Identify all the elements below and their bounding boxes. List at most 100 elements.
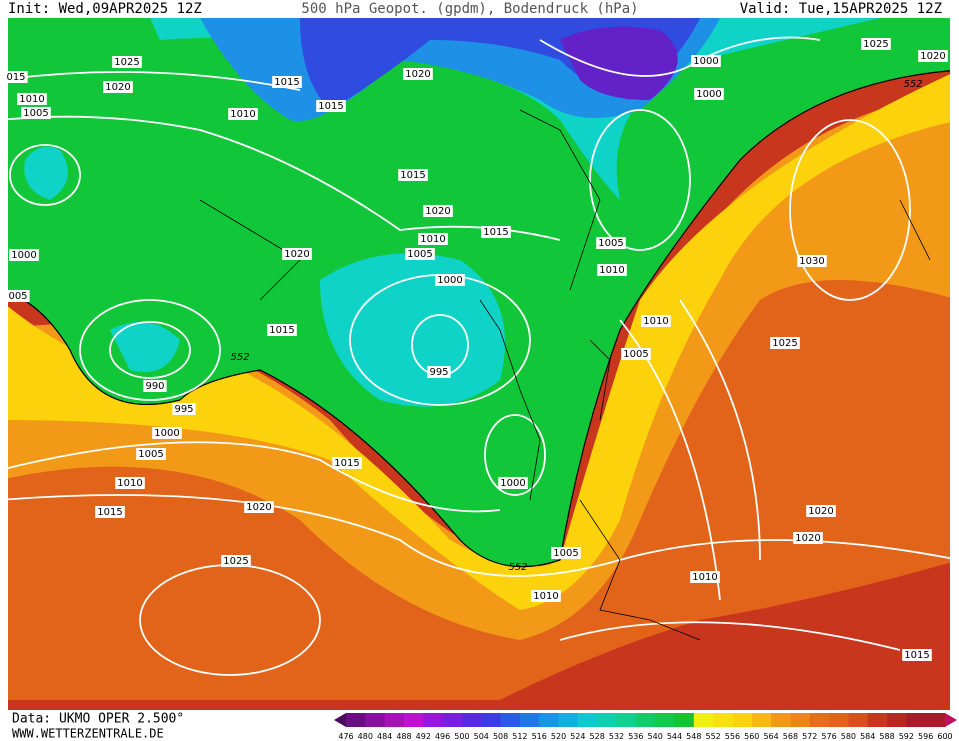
- scale-swatch: [693, 713, 714, 727]
- scale-label: 580: [841, 732, 856, 741]
- data-source: Data: UKMO OPER 2.500°: [12, 712, 184, 727]
- isobar-labels: 1025 1020 1010 1005 015 1015 1015 1010 1020 1000 1…: [4, 38, 948, 661]
- isobar-label: 1000: [437, 275, 462, 286]
- isobar-label: 1010: [533, 591, 558, 602]
- isobar-label: 1010: [420, 234, 445, 245]
- isobar-label: 1000: [693, 56, 718, 67]
- isobar-label-box: [694, 88, 724, 100]
- scale-label: 496: [435, 732, 450, 741]
- isobar-label: 1020: [405, 69, 430, 80]
- isobar-label-box: [690, 571, 720, 583]
- valid-label: Valid: Tue,15APR2025 12Z: [740, 1, 942, 17]
- isobar-label: 1015: [483, 227, 508, 238]
- isobar-label-box: [6, 290, 30, 302]
- isobar-label: 1015: [318, 101, 343, 112]
- scale-label: 596: [918, 732, 933, 741]
- scale-swatch: [674, 713, 695, 727]
- isobar-label: 1015: [334, 458, 359, 469]
- scale-label: 492: [416, 732, 431, 741]
- scale-label: 528: [590, 732, 605, 741]
- isobar-label: 995: [174, 404, 193, 415]
- scale-label: 504: [474, 732, 489, 741]
- isobar-label: 1000: [500, 478, 525, 489]
- isobar-label-box: [316, 100, 346, 112]
- color-scale: 476 480 484 488 492 496 500 504 508 512 516 520 524 5…: [334, 713, 957, 741]
- isobar-label: 1015: [400, 170, 425, 181]
- isobar-label-box: [597, 264, 627, 276]
- isobar-label: 1020: [284, 249, 309, 260]
- scale-swatch: [597, 713, 618, 727]
- isobar-label-box: [902, 649, 932, 661]
- scale-swatch: [442, 713, 463, 727]
- isobar-label-box: [498, 477, 528, 489]
- isobar-label: 1015: [97, 507, 122, 518]
- isobar-label: 1020: [795, 533, 820, 544]
- scale-label: 592: [899, 732, 914, 741]
- scale-label: 536: [628, 732, 643, 741]
- isobar-label-box: [531, 590, 561, 602]
- isobar-label: 1025: [863, 39, 888, 50]
- scale-label: 544: [667, 732, 682, 741]
- scale-label: 556: [725, 732, 740, 741]
- isobar-label: 990: [145, 381, 164, 392]
- isobar-label-box: [9, 249, 39, 261]
- isobar-label: 1020: [425, 206, 450, 217]
- isobar-label: 1005: [553, 548, 578, 559]
- isobar-label-box: [244, 501, 274, 513]
- isobar-label: 1025: [114, 57, 139, 68]
- site: WWW.WETTERZENTRALE.DE: [12, 727, 164, 741]
- isobar-label-box: [143, 380, 167, 392]
- scale-swatch: [867, 713, 888, 727]
- scale-label: 560: [744, 732, 759, 741]
- scale-swatch: [616, 713, 637, 727]
- isobar-label-box: [282, 248, 312, 260]
- scale-label: 488: [396, 732, 411, 741]
- isobar-label-box: [797, 255, 827, 267]
- scale-label: 540: [648, 732, 663, 741]
- isobar-label-box: [435, 274, 465, 286]
- scale-label: 484: [377, 732, 392, 741]
- scale-label: 564: [763, 732, 778, 741]
- scale-label: 524: [570, 732, 585, 741]
- scale-label: 516: [532, 732, 547, 741]
- isobar-label-box: [112, 56, 142, 68]
- isobar-label: 1005: [623, 349, 648, 360]
- isobar-label-box: [641, 315, 671, 327]
- isobar-label: 1025: [223, 556, 248, 567]
- isobar-label-box: [806, 505, 836, 517]
- scale-swatch: [346, 713, 366, 727]
- isobar-label-box: [770, 337, 800, 349]
- scale-label: 600: [937, 732, 952, 741]
- scale-label: 476: [338, 732, 353, 741]
- isobar-label-box: [17, 93, 47, 105]
- isobar-label-box: [423, 205, 453, 217]
- isobar-label: 1000: [696, 89, 721, 100]
- isobar-label: 1010: [692, 572, 717, 583]
- isobar-label-box: [103, 81, 133, 93]
- isobar-label-box: [403, 68, 433, 80]
- isobar-label-box: [405, 248, 435, 260]
- isobar-label: 552: [508, 562, 527, 573]
- scale-swatch: [848, 713, 869, 727]
- isobar-label-box: [221, 555, 251, 567]
- isobar-label-box: [4, 71, 28, 83]
- isobar-label-box: [228, 108, 258, 120]
- scale-swatch: [655, 713, 675, 727]
- isobar-label: 005: [8, 291, 27, 302]
- scale-swatch: [751, 713, 772, 727]
- isobar-label-box: [691, 55, 721, 67]
- scale-label: 520: [551, 732, 566, 741]
- scale-swatch: [790, 713, 811, 727]
- scale-label: 500: [454, 732, 469, 741]
- isobar-label-box: [21, 107, 51, 119]
- scale-label: 532: [609, 732, 624, 741]
- scale-label: 508: [493, 732, 508, 741]
- isobar-label: 1015: [904, 650, 929, 661]
- init-label: Init: Wed,09APR2025 12Z: [8, 1, 202, 17]
- scale-swatch: [887, 713, 907, 727]
- isobar-label-box: [481, 226, 511, 238]
- scale-swatch: [635, 713, 656, 727]
- scale-swatch: [384, 713, 405, 727]
- isobar-label: 1010: [599, 265, 624, 276]
- scale-swatch: [423, 713, 444, 727]
